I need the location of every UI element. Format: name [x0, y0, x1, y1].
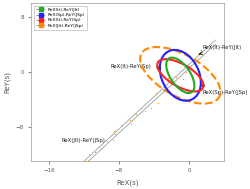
X-axis label: ReX(s): ReX(s) — [116, 179, 138, 186]
Point — [148, 106, 152, 109]
Text: ReX(JIt)-ReY(JSp): ReX(JIt)-ReY(JSp) — [62, 138, 106, 143]
Point — [86, 159, 90, 162]
Point — [119, 123, 123, 126]
Point — [105, 139, 109, 143]
Point — [68, 176, 72, 179]
Point — [155, 101, 159, 104]
Point — [195, 52, 199, 55]
Point — [160, 89, 164, 92]
Text: ReX(It)-ReY(JIt): ReX(It)-ReY(JIt) — [198, 45, 240, 54]
Point — [66, 175, 70, 178]
Legend: ReX(It)-ReY(JIt), ReX(Sp)-ReY(JSp), ReX(It)-ReY(Sp), ReX(JIt)-ReY(JSp): ReX(It)-ReY(JIt), ReX(Sp)-ReY(JSp), ReX(… — [34, 6, 86, 30]
Point — [129, 122, 133, 125]
Point — [198, 49, 202, 52]
Point — [154, 91, 158, 94]
Point — [111, 130, 115, 133]
Point — [204, 45, 208, 48]
Point — [174, 75, 178, 78]
Point — [75, 169, 79, 172]
Text: ReX(Sp)-ReY(JSp): ReX(Sp)-ReY(JSp) — [200, 85, 247, 95]
Point — [188, 63, 192, 66]
Point — [82, 162, 86, 165]
Point — [92, 151, 96, 154]
Point — [99, 146, 103, 149]
Point — [113, 132, 117, 136]
Point — [56, 179, 60, 182]
Point — [86, 152, 90, 155]
Point — [110, 138, 114, 141]
Point — [142, 109, 146, 112]
Point — [207, 45, 211, 48]
Point — [168, 83, 172, 86]
Point — [134, 112, 138, 115]
Text: ReX(It)-ReY(Sp): ReX(It)-ReY(Sp) — [110, 64, 160, 70]
Point — [184, 71, 188, 74]
Point — [127, 118, 131, 121]
Y-axis label: ReY(s): ReY(s) — [4, 71, 10, 93]
Point — [138, 106, 142, 109]
Point — [180, 77, 184, 80]
Point — [186, 64, 190, 67]
Point — [81, 168, 85, 171]
Point — [166, 77, 170, 80]
